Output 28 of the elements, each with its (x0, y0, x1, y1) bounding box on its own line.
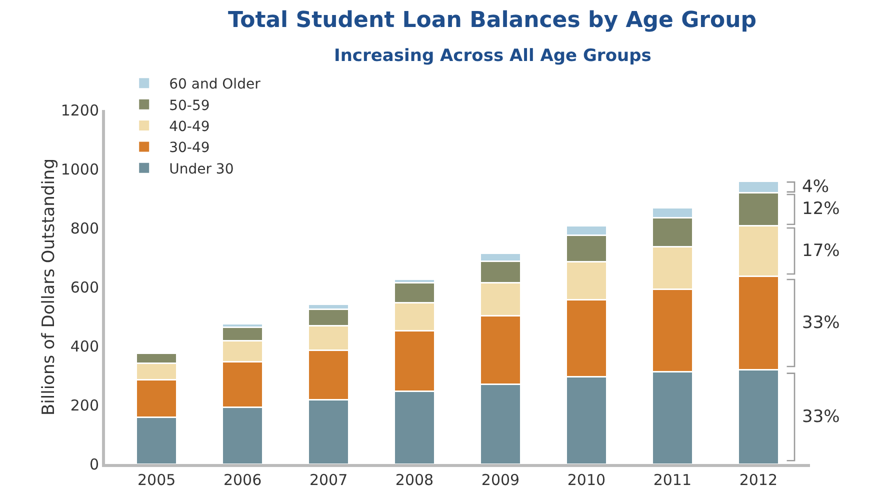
chart-title: Total Student Loan Balances by Age Group (228, 8, 757, 33)
x-tick-label: 2012 (739, 471, 778, 489)
x-tick-label: 2007 (309, 471, 348, 489)
y-tick-label: 0 (89, 455, 99, 474)
y-tick-label: 600 (70, 278, 99, 296)
y-tick-label: 200 (70, 396, 99, 414)
annotation: 33% (802, 313, 840, 333)
annotation: 33% (802, 407, 840, 427)
chart-subtitle: Increasing Across All Age Groups (334, 46, 652, 66)
annotation: 4% (802, 177, 829, 197)
y-tick-label: 400 (70, 337, 99, 356)
x-tick-label: 2009 (481, 471, 520, 489)
legend-label: 50-59 (169, 98, 210, 114)
y-tick-label: 800 (70, 219, 99, 238)
x-tick-label: 2006 (223, 471, 262, 489)
legend-label: 60 and Older (169, 76, 261, 93)
x-tick-label: 2010 (567, 471, 606, 489)
x-tick-label: 2011 (653, 471, 692, 489)
legend-label: Under 30 (169, 161, 234, 178)
x-tick-label: 2005 (137, 471, 176, 489)
annotation: 12% (802, 199, 840, 219)
x-tick-label: 2008 (395, 471, 434, 489)
legend-label: 30-49 (169, 140, 210, 156)
legend-label: 40-49 (169, 118, 210, 135)
annotation: 17% (802, 241, 840, 261)
y-axis-title: Billions of Dollars Outstanding (38, 158, 59, 416)
y-tick-label: 1000 (60, 160, 99, 178)
y-tick-label: 1200 (60, 101, 99, 120)
